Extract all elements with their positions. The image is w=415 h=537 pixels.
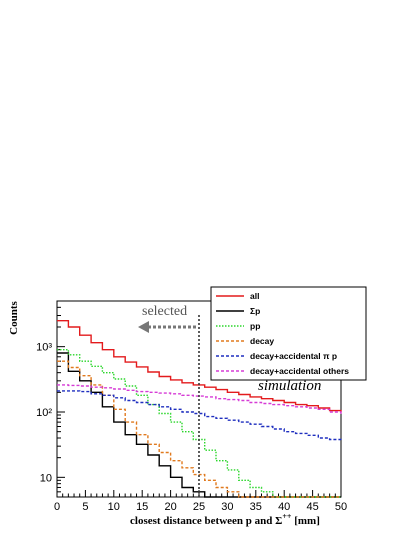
x-tick-label-4: 20 — [164, 501, 176, 513]
series-line-5 — [57, 384, 342, 415]
series-line-2 — [57, 349, 341, 498]
annotation-layer: selected simulation — [138, 304, 321, 497]
series-line-3 — [57, 360, 341, 498]
legend-label-5: decay+accidental others — [250, 366, 349, 376]
x-tick-label-3: 15 — [136, 501, 148, 513]
legend-label-4: decay+accidental π p — [250, 351, 337, 361]
x-tick-label-0: 0 — [54, 501, 60, 513]
x-tick-label-1: 5 — [82, 501, 88, 513]
legend: all Σp pp decay decay+accidental π p decay+ac… — [210, 286, 367, 381]
x-tick-label-2: 10 — [108, 501, 120, 513]
x-tick-label-9: 45 — [306, 501, 318, 513]
series-line-0 — [57, 320, 342, 412]
x-tick-label-5: 25 — [193, 501, 205, 513]
y-tick-label-2: 10³ — [36, 342, 52, 354]
selected-label: selected — [142, 304, 187, 319]
legend-label-3: decay — [250, 336, 274, 346]
y-tick-label-0: 10 — [40, 472, 52, 484]
legend-label-1: Σp — [250, 306, 260, 316]
legend-box — [210, 286, 367, 381]
legend-label-2: pp — [250, 321, 260, 331]
series-layer — [57, 320, 342, 498]
x-tick-label-10: 50 — [335, 501, 347, 513]
x-tick-label-8: 40 — [278, 501, 290, 513]
x-axis-title: closest distance between p and Σ++ [mm] — [130, 512, 320, 527]
x-axis-title-unit: [mm] — [291, 515, 319, 527]
x-tick-label-7: 35 — [250, 501, 262, 513]
x-axis-title-text: closest distance between p and — [130, 515, 275, 527]
x-tick-label-6: 30 — [221, 501, 233, 513]
y-tick-label-1: 10² — [36, 407, 52, 419]
y-axis-title: Counts — [8, 300, 20, 334]
axis-ticks: 0 5 10 15 20 25 30 35 40 45 50 10 10² 10³ — [36, 300, 347, 513]
series-line-4 — [57, 390, 342, 441]
selected-arrow-head — [138, 321, 149, 333]
simulation-label: simulation — [258, 378, 321, 394]
x-axis-title-sup: ++ — [282, 512, 292, 521]
x-axis-title-symbol: Σ — [275, 515, 282, 527]
legend-label-0: all — [250, 291, 259, 301]
